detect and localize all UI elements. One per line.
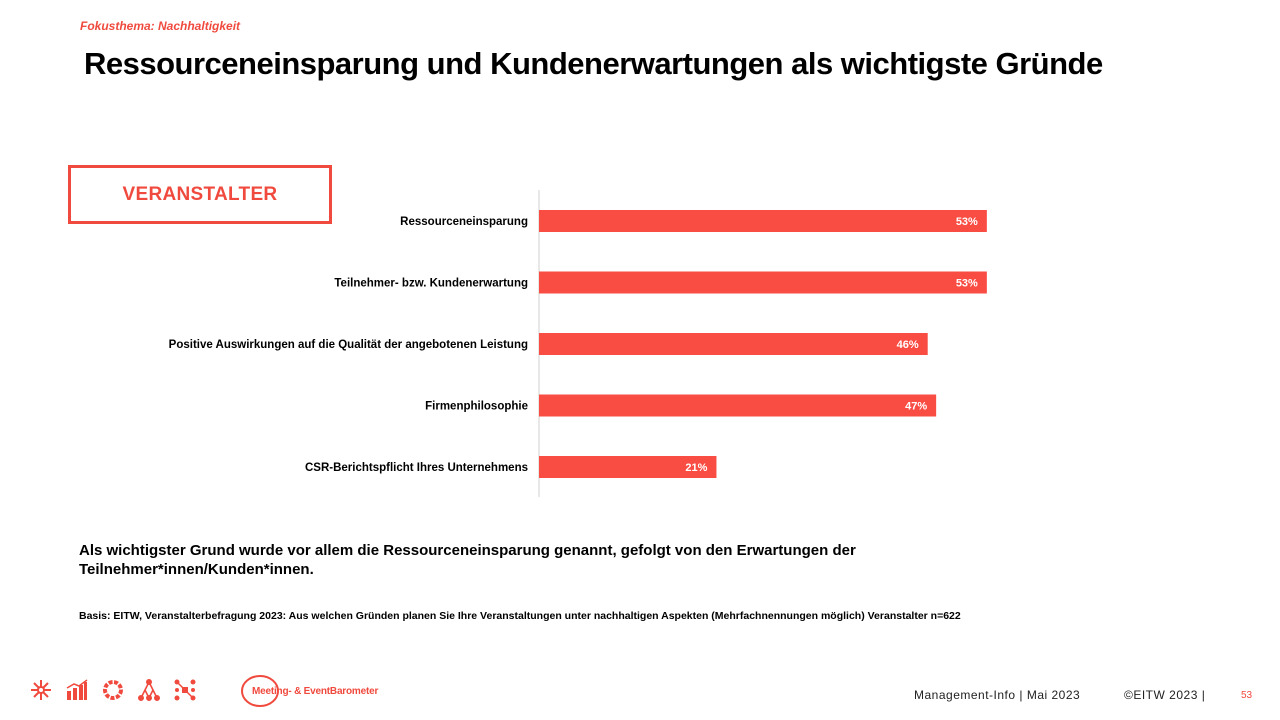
brand-logo: Meeting- & EventBarometer bbox=[240, 673, 379, 709]
footer-copyright: ©EITW 2023 | bbox=[1124, 688, 1206, 702]
bar bbox=[539, 333, 928, 355]
hub-icon bbox=[174, 679, 196, 701]
people-network-icon bbox=[137, 678, 160, 701]
category-label: Firmenphilosophie bbox=[425, 401, 528, 413]
footer-info: Management-Info | Mai 2023 bbox=[914, 688, 1081, 702]
category-label: Teilnehmer- bzw. Kundenerwartung bbox=[334, 278, 528, 290]
value-label: 53% bbox=[956, 278, 978, 290]
kicker: Fokusthema: Nachhaltigkeit bbox=[80, 19, 241, 33]
footer-icons bbox=[30, 678, 196, 701]
ring-icon bbox=[102, 679, 124, 701]
bar-chart: Ressourceneinsparung 53% Teilnehmer- bzw. … bbox=[169, 190, 987, 497]
page-number: 53 bbox=[1241, 690, 1253, 701]
bar bbox=[539, 210, 987, 232]
basis-note: Basis: EITW, Veranstalterbefragung 2023:… bbox=[79, 610, 961, 622]
page-title: Ressourceneinsparung und Kundenerwartung… bbox=[84, 46, 1103, 81]
value-label: 47% bbox=[905, 401, 927, 413]
bar-chart-icon bbox=[66, 679, 88, 701]
value-label: 46% bbox=[897, 339, 919, 351]
category-label: Ressourceneinsparung bbox=[400, 216, 528, 228]
brand-name: Meeting- & EventBarometer bbox=[252, 686, 379, 697]
segment-label: VERANSTALTER bbox=[68, 165, 332, 224]
bar bbox=[539, 456, 717, 478]
sparkle-icon bbox=[30, 679, 52, 701]
bar bbox=[539, 394, 937, 417]
bar bbox=[539, 271, 987, 294]
value-label: 21% bbox=[685, 462, 707, 474]
summary-text: Als wichtigster Grund wurde vor allem di… bbox=[79, 542, 856, 578]
category-label: CSR-Berichtspflicht Ihres Unternehmens bbox=[305, 462, 528, 474]
category-label: Positive Auswirkungen auf die Qualität d… bbox=[169, 339, 528, 351]
value-label: 53% bbox=[956, 216, 978, 228]
